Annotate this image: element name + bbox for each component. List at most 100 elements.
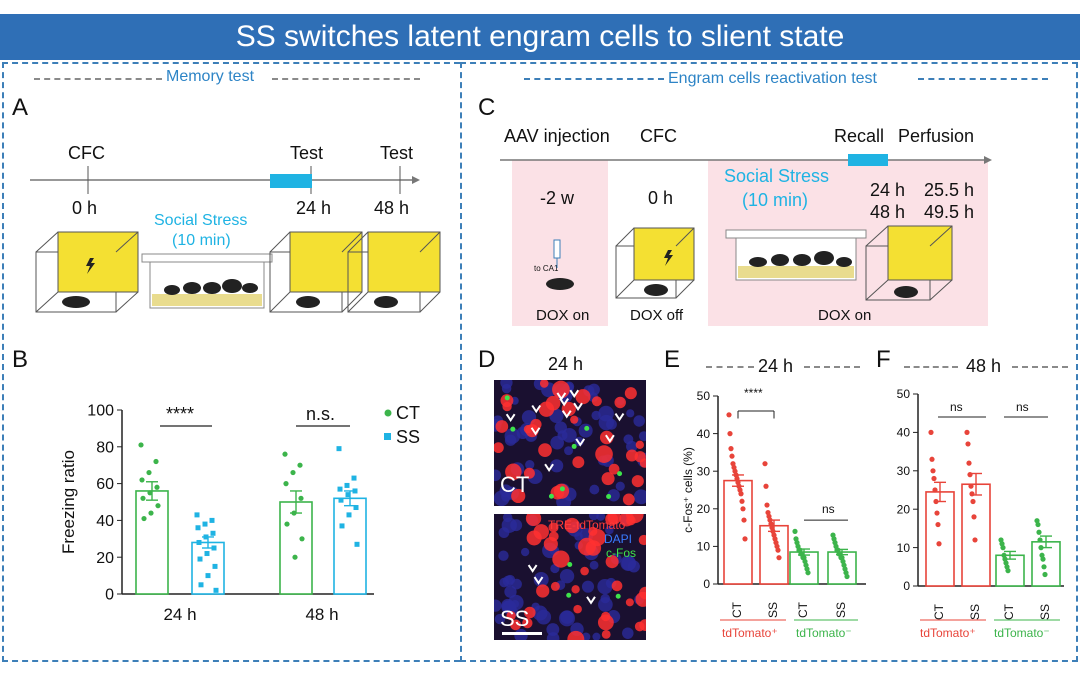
data-point: [929, 456, 935, 462]
tdtomato-cell: [585, 540, 602, 556]
tdtomato-cell: [538, 401, 555, 417]
tdtomato-cell: [550, 581, 560, 591]
data-point: [964, 429, 970, 435]
data-point: [934, 510, 940, 516]
tdtomato-cell: [605, 555, 619, 569]
data-point: [972, 537, 978, 543]
memory-test-header: Memory test: [166, 68, 255, 85]
tdtomato-cell: [607, 514, 622, 525]
stress-label-line2: (10 min): [172, 232, 231, 249]
data-point: [146, 469, 152, 476]
right-frame: [460, 62, 1078, 662]
data-point: [284, 521, 290, 527]
data-point: [930, 468, 936, 474]
data-point: [965, 441, 971, 447]
stress-bar-a: [270, 174, 312, 188]
data-point: [147, 490, 153, 496]
data-point: [155, 503, 161, 509]
tdtomato-cell: [510, 619, 521, 631]
dapi-nucleus: [592, 632, 601, 640]
x-tick-label: CT: [1002, 603, 1016, 620]
data-point: [764, 502, 770, 508]
dapi-nucleus: [589, 484, 600, 495]
data-point: [1041, 564, 1047, 570]
arrowhead-marker: [527, 564, 538, 573]
arrowhead-marker: [569, 389, 580, 399]
arrowhead-marker: [573, 402, 583, 412]
data-point: [282, 451, 288, 457]
left-frame: [2, 62, 460, 662]
e-sig-2: ns: [822, 502, 835, 516]
tdtomato-cell: [552, 550, 570, 568]
time-24h-label: 24 h: [296, 198, 332, 218]
bar: [135, 490, 169, 595]
dapi-nucleus: [550, 435, 564, 450]
data-point: [212, 563, 218, 569]
dapi-nucleus: [615, 481, 625, 491]
y-tick-label: 30: [697, 464, 711, 478]
data-point: [933, 498, 939, 505]
micrograph-legend-cfos: c-Fos: [606, 546, 636, 560]
tdtomato-cell: [634, 451, 646, 463]
dapi-nucleus: [501, 383, 512, 394]
dapi-nucleus: [596, 514, 606, 521]
legend-ct-label: CT: [396, 403, 420, 423]
tdtomato-cell: [631, 475, 644, 488]
dapi-nucleus: [620, 555, 637, 571]
data-point: [292, 554, 298, 560]
dox-off-label: DOX off: [630, 307, 684, 324]
e-sig-1: ****: [744, 386, 763, 400]
dapi-nucleus: [520, 547, 530, 557]
dapi-nucleus: [498, 527, 510, 539]
data-point: [763, 483, 769, 489]
cfos-cell: [571, 443, 577, 449]
dapi-nucleus: [502, 514, 513, 523]
y-tick-label: 60: [96, 476, 114, 493]
cfos-cell: [615, 593, 621, 599]
social-cage-a: [141, 253, 273, 309]
data-point: [213, 587, 219, 593]
f-header-rule-left: [904, 366, 958, 368]
tdtomato-cell: [564, 517, 580, 534]
social-cage-c: [725, 229, 867, 281]
x-category-label: 48 h: [305, 605, 338, 624]
data-point: [935, 521, 941, 528]
data-point: [290, 469, 296, 476]
timeline-arrow-c: [984, 156, 992, 164]
stress-label-c-line2: (10 min): [742, 190, 809, 210]
tdtomato-cell: [536, 584, 550, 598]
f-header-rule-right: [1012, 366, 1068, 368]
data-point: [197, 556, 203, 562]
data-point: [291, 510, 297, 516]
bar: [279, 501, 313, 595]
data-point: [298, 495, 304, 501]
tdtomato-cell: [525, 514, 542, 526]
e-group1-label: tdTomato⁺: [722, 626, 778, 640]
cfos-cell: [617, 471, 623, 477]
dapi-nucleus: [546, 623, 560, 636]
recall-bar-c: [848, 154, 888, 166]
data-point: [775, 547, 781, 553]
y-tick-label: 10: [897, 541, 911, 555]
bar: [961, 483, 991, 587]
tdtomato-cell: [539, 380, 549, 388]
reactivation-header-rule-right: [918, 78, 1048, 80]
data-point: [141, 515, 147, 522]
test-box-1: [269, 231, 363, 313]
arrowhead-marker: [505, 413, 516, 422]
micrograph-ct-label: CT: [500, 472, 530, 497]
micrograph-legend-tdtomato: TRE-tdTomato: [548, 518, 626, 532]
data-point: [969, 491, 975, 497]
data-point: [762, 461, 768, 467]
y-tick-label: 40: [96, 513, 114, 530]
y-tick-label: 80: [96, 439, 114, 456]
dapi-nucleus: [581, 580, 595, 593]
x-category-label: 24 h: [163, 605, 196, 624]
bar: [925, 491, 955, 587]
micrograph-ss: TRE-tdTomato DAPI c-Fos SS: [494, 514, 646, 640]
y-tick-label: 40: [697, 427, 711, 441]
data-point: [928, 429, 934, 435]
scale-bar: [502, 632, 542, 635]
tdtomato-cell: [548, 531, 559, 542]
